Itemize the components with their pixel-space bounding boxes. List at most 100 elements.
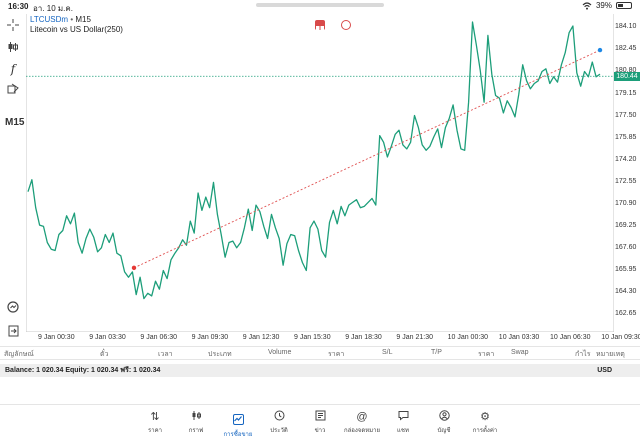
toolbar-timeframe[interactable]: M15 [5,117,25,128]
chart-separator: • [70,15,74,24]
history-icon [259,410,299,424]
nav-chat-label: แชท [397,428,409,434]
y-tick-label: 164.30 [615,287,637,295]
x-tick-label: 10 Jan 00:30 [447,334,489,341]
y-tick-label: 172.55 [615,177,637,185]
market-status-icon[interactable] [341,20,351,30]
trade-column-header[interactable]: Swap [511,349,529,356]
trend-start-handle[interactable] [131,265,137,271]
chat-icon [383,410,423,424]
window-grabber[interactable] [256,3,384,7]
quotes-icon: ⇅ [150,411,160,423]
mail-icon: @ [356,411,368,423]
trade-column-header[interactable]: ราคา [328,351,345,358]
account-icon [424,410,464,424]
nav-mailbox-label: กล่องจดหมาย [343,428,381,434]
y-tick-label: 182.45 [615,45,637,53]
trade-column-header[interactable]: กำไร [575,351,591,358]
nav-chat[interactable]: แชท [383,410,423,435]
x-tick-label: 9 Jan 15:30 [294,334,331,341]
zoom-icon[interactable] [4,298,22,316]
trade-column-header[interactable]: Volume [268,349,292,356]
nav-account[interactable]: บัญชี [424,410,464,435]
trend-end-handle[interactable] [597,47,603,53]
trade-column-header[interactable]: ราคา [478,351,495,358]
chart-description: Litecoin vs US Dollar(250) [30,25,123,34]
price-series-line [27,21,601,300]
nav-quotes[interactable]: ⇅ ราคา [135,410,175,435]
x-tick-label: 10 Jan 03:30 [498,334,540,341]
x-tick-label: 10 Jan 06:30 [550,334,591,341]
function-icon[interactable]: f [10,62,16,76]
battery-percent: 39% [595,1,612,10]
nav-trade[interactable]: การซื้อขาย [218,410,258,439]
y-tick-label: 174.20 [615,155,637,163]
y-tick-label: 162.65 [615,309,637,317]
export-icon[interactable] [4,322,22,340]
current-price-tag: 180.44 [614,71,640,81]
nav-history[interactable]: ประวัติ [259,410,299,435]
account-currency: USD [597,367,612,374]
nav-settings-label: การตั้งค่า [472,428,498,434]
trade-column-header[interactable]: ประเภท [208,351,232,358]
y-tick-label: 169.25 [615,221,637,229]
x-tick-label: 9 Jan 09:30 [191,334,229,341]
one-click-trading-icon[interactable] [315,20,325,30]
x-tick-label: 9 Jan 21:30 [396,334,433,341]
trade-column-header[interactable]: T/P [431,349,442,356]
nav-trade-label: การซื้อขาย [223,432,253,438]
nav-chart-label: กราฟ [188,428,204,434]
x-tick-label: 10 Jan 09:30 [601,334,640,341]
status-bar: 16:30 อา. 10 ม.ค. 39% [0,0,640,14]
y-tick-label: 184.10 [615,23,637,31]
y-tick-label: 167.60 [615,243,637,251]
nav-quotes-label: ราคา [148,428,162,434]
x-tick-label: 9 Jan 03:30 [89,334,126,341]
trade-column-header[interactable]: เวลา [158,351,173,358]
nav-news-label: ข่าว [314,428,326,434]
trend-line[interactable] [133,49,601,269]
nav-mailbox[interactable]: @ กล่องจดหมาย [342,410,382,435]
status-right: 39% [582,1,632,10]
x-tick-label: 9 Jan 12:30 [242,334,280,341]
status-time: 16:30 [8,2,29,11]
trade-column-header[interactable]: ตั๋ว [100,351,109,358]
nav-chart[interactable]: กราฟ [176,410,216,435]
trade-table-header: สัญลักษณ์ ตั๋ว เวลา ประเภท Volume ราคา S/L T/P ร… [0,346,640,360]
chart-timeframe[interactable]: M15 [75,15,91,24]
chart-header: LTCUSDm • M15 Litecoin vs US Dollar(250) [30,15,123,35]
x-tick-label: 9 Jan 18:30 [345,334,382,341]
chart-toolbar: f M15 [0,14,26,344]
chart-icon [176,410,216,424]
balance-equity-text: Balance: 1 020.34 Equity: 1 020.34 ฟรี: … [5,367,161,374]
y-tick-label: 170.90 [615,199,637,207]
nav-history-label: ประวัติ [270,428,288,434]
shapes-icon[interactable] [4,80,22,98]
news-icon [300,410,340,424]
y-tick-label: 179.15 [615,89,637,97]
account-summary-bar: Balance: 1 020.34 Equity: 1 020.34 ฟรี: … [0,364,640,377]
trade-column-header[interactable]: S/L [382,349,393,356]
price-chart[interactable] [26,14,614,332]
nav-account-label: บัญชี [437,428,451,434]
trade-column-header[interactable]: หมายเหตุ [596,351,625,358]
trade-column-header[interactable]: สัญลักษณ์ [4,351,34,358]
status-date: อา. 10 ม.ค. [33,4,73,13]
wifi-icon [582,1,592,10]
y-tick-label: 177.50 [615,111,637,119]
trade-icon [232,414,244,425]
x-tick-label: 9 Jan 06:30 [140,334,177,341]
bottom-navigation: ⇅ ราคา กราฟ การซื้อขาย ประวัติ ข่าว @ กล… [0,404,640,447]
nav-settings[interactable]: ⚙ การตั้งค่า [465,410,505,435]
price-axis: 184.10 182.45 180.80 179.15 177.50 175.85 174.… [614,14,640,332]
y-tick-label: 175.85 [615,133,637,141]
nav-news[interactable]: ข่าว [300,410,340,435]
y-tick-label: 165.95 [615,265,637,273]
chart-symbol[interactable]: LTCUSDm [30,15,69,24]
x-tick-label: 9 Jan 00:30 [38,334,75,341]
settings-icon: ⚙ [480,411,490,423]
battery-icon [616,2,632,9]
time-axis: 9 Jan 00:30 9 Jan 03:30 9 Jan 06:30 9 Jan 0… [26,334,640,344]
candles-icon[interactable] [4,38,22,56]
crosshair-icon[interactable] [4,16,22,34]
